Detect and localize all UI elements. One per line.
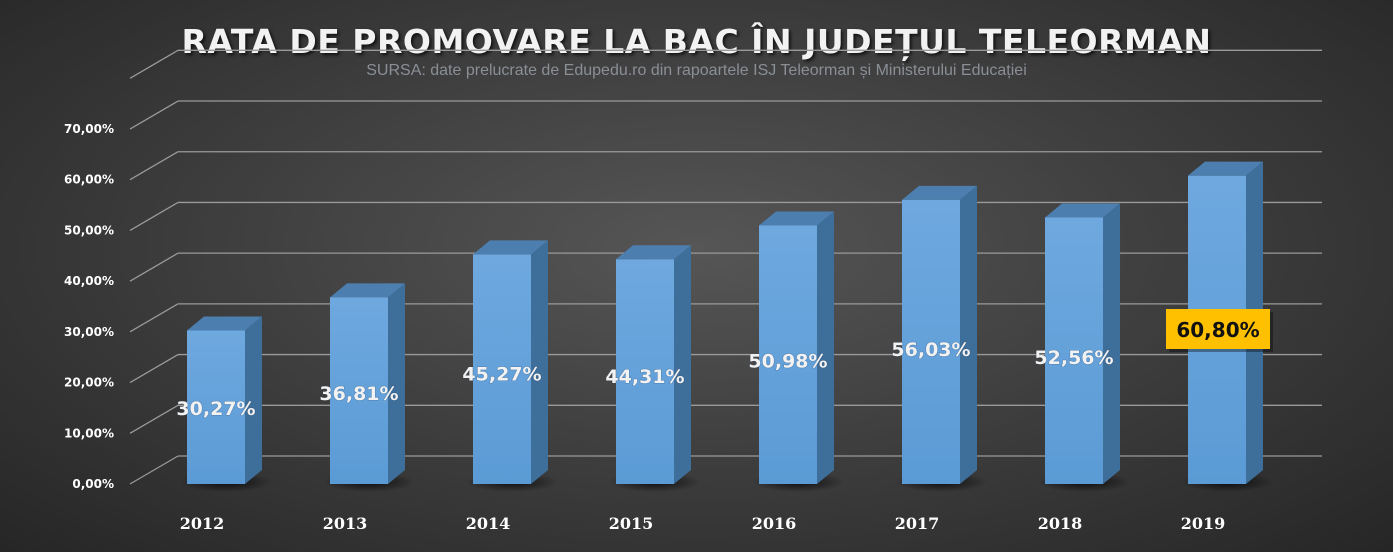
gridline-diagonal: [129, 201, 179, 232]
x-tick-label: 2015: [609, 514, 654, 533]
y-tick-label: 10,00%: [64, 426, 114, 440]
x-tick-label: 2016: [752, 514, 797, 533]
gridline-diagonal: [129, 354, 179, 384]
bar: [1045, 217, 1103, 484]
bar-top: [187, 316, 262, 331]
bar: [473, 254, 531, 484]
gridline-diagonal: [129, 455, 179, 485]
data-label: 50,98%: [748, 351, 827, 373]
gridline-diagonal: [129, 151, 179, 181]
bar-side: [531, 240, 548, 484]
data-label: 60,80%: [1176, 318, 1259, 342]
chart-title: RATA DE PROMOVARE LA BAC ÎN JUDEȚUL TELE…: [181, 22, 1212, 61]
y-tick-label: 0,00%: [72, 477, 114, 491]
y-tick-label: 40,00%: [64, 274, 114, 288]
bar-side: [245, 316, 262, 484]
y-tick-label: 70,00%: [64, 122, 114, 136]
bar: [759, 225, 817, 485]
data-label: 56,03%: [891, 339, 970, 361]
y-tick-label: 20,00%: [64, 376, 114, 390]
data-label: 44,31%: [605, 366, 684, 388]
bar-side: [1103, 203, 1120, 484]
data-label: 30,27%: [176, 398, 255, 420]
gridline-diagonal: [129, 100, 179, 130]
bar-top: [1045, 203, 1120, 218]
gridline-diagonal: [129, 404, 179, 434]
bar-top: [330, 283, 405, 298]
bar-side: [674, 245, 691, 484]
bar-side: [388, 283, 405, 484]
bar-side: [960, 185, 977, 484]
x-tick-label: 2014: [466, 514, 511, 533]
bar-top: [473, 240, 548, 255]
y-tick-label: 60,00%: [64, 173, 114, 187]
data-label: 52,56%: [1034, 347, 1113, 369]
data-label: 45,27%: [462, 364, 541, 386]
bar-top: [759, 211, 834, 226]
bar: [330, 297, 388, 484]
x-tick-label: 2013: [323, 514, 368, 533]
x-tick-label: 2017: [895, 514, 940, 533]
gridline-diagonal: [129, 252, 179, 282]
bar: [902, 199, 960, 484]
data-label: 36,81%: [319, 383, 398, 405]
highlight-box: [1166, 309, 1270, 349]
gridline-diagonal: [129, 49, 179, 79]
chart-subtitle: SURSA: date prelucrate de Edupedu.ro din…: [366, 62, 1027, 79]
gridline-diagonal: [129, 303, 179, 333]
bar-top: [1188, 161, 1263, 176]
bar-side: [817, 211, 834, 485]
x-tick-label: 2019: [1181, 514, 1226, 533]
y-tick-label: 50,00%: [64, 223, 114, 237]
bar: [616, 259, 674, 484]
bar: [187, 330, 245, 484]
y-tick-label: 30,00%: [64, 325, 114, 339]
bar-top: [616, 245, 691, 260]
x-tick-label: 2012: [180, 514, 225, 533]
bar-top: [902, 185, 977, 200]
x-tick-label: 2018: [1038, 514, 1083, 533]
